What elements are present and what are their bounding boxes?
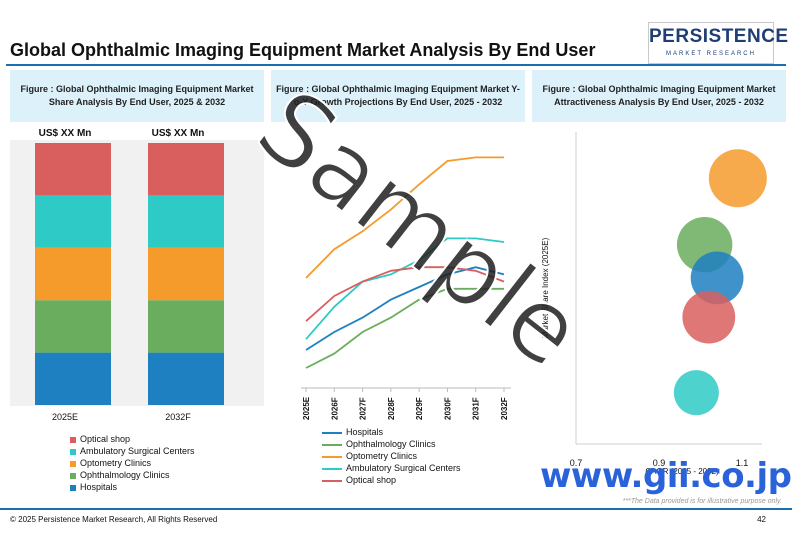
company-logo: PERSISTENCE MARKET RESEARCH xyxy=(648,22,789,64)
legend-item: Hospitals xyxy=(70,481,260,493)
legend-label: Optometry Clinics xyxy=(346,451,418,461)
legend-label: Optical shop xyxy=(80,434,131,444)
legend-label: Hospitals xyxy=(346,427,384,437)
bubble-chart: 0.7 0.9 1.1 Market Share Index (2025E) CAGR … xyxy=(541,132,767,476)
stacked-bar-chart xyxy=(10,140,264,406)
legend-swatch xyxy=(70,472,76,479)
bubble-point xyxy=(682,290,736,344)
legend-line xyxy=(322,443,342,446)
series-line xyxy=(305,287,504,369)
bar-segment xyxy=(148,352,224,405)
x-tick-label: 2027F xyxy=(359,397,368,420)
legend-swatch xyxy=(70,448,76,455)
legend-label: Hospitals xyxy=(80,482,118,492)
bar-column-header-2025: US$ XX Mn xyxy=(38,128,92,139)
legend-item: Ambulatory Surgical Centers xyxy=(70,445,260,457)
legend-swatch xyxy=(70,484,76,491)
x-tick-label: 2029F xyxy=(415,397,424,420)
illustrative-note: ***The Data provided is for illustrative… xyxy=(622,498,782,505)
legend-swatch xyxy=(70,460,76,467)
bubble-point xyxy=(690,251,744,305)
logo-wordmark: PERSISTENCE xyxy=(649,26,789,47)
panel-3-header: Figure : Global Ophthalmic Imaging Equip… xyxy=(532,70,786,122)
legend-line xyxy=(322,467,342,470)
bubble-x-tick-label: 0.7 xyxy=(570,458,583,468)
bar-xtick-2025: 2025E xyxy=(51,412,79,422)
bar-segment xyxy=(35,195,111,248)
legend-item: Hospitals xyxy=(322,426,522,438)
series-line xyxy=(305,237,505,340)
logo-subtitle: MARKET RESEARCH xyxy=(666,51,756,57)
legend-item: Optometry Clinics xyxy=(70,457,260,469)
legend-line xyxy=(322,455,342,458)
copyright-text: © 2025 Persistence Market Research, All … xyxy=(10,515,218,524)
bar-segment xyxy=(148,247,224,301)
series-line xyxy=(305,266,505,351)
x-tick-label: 2026F xyxy=(330,397,339,420)
gii-url[interactable]: www.gii.co.jp xyxy=(540,456,792,496)
series-line xyxy=(305,156,504,279)
legend-item: Ophthalmology Clinics xyxy=(322,438,522,450)
legend-item: Optical shop xyxy=(70,433,260,445)
legend-item: Ophthalmology Clinics xyxy=(70,469,260,481)
panel-1-header: Figure : Global Ophthalmic Imaging Equip… xyxy=(10,70,264,122)
legend-label: Optometry Clinics xyxy=(80,458,152,468)
panel-2-header: Figure : Global Ophthalmic Imaging Equip… xyxy=(271,70,525,122)
bar-segment xyxy=(35,352,111,405)
bar-xtick-2032: 2032F xyxy=(165,412,191,422)
bubble-point xyxy=(673,370,719,416)
bubble-x-tick-label: 0.9 xyxy=(653,458,666,468)
bar-segment xyxy=(148,143,224,196)
x-tick-label: 2025E xyxy=(302,396,311,420)
page-number: 42 xyxy=(757,515,766,524)
bar-segment xyxy=(148,195,224,248)
legend-item: Ambulatory Surgical Centers xyxy=(322,462,522,474)
legend-line xyxy=(322,479,342,482)
legend-label: Optical shop xyxy=(346,475,397,485)
bar-chart-legend: Optical shop Ambulatory Surgical Centers… xyxy=(70,433,260,493)
bubble-point xyxy=(708,149,767,208)
footer-divider xyxy=(0,508,792,510)
legend-swatch xyxy=(70,436,76,443)
bar-segment xyxy=(35,247,111,301)
bubble-x-axis-label: CAGR (2025 - 2032) xyxy=(645,467,719,476)
x-tick-label: 2028F xyxy=(387,397,396,420)
page-title: Global Ophthalmic Imaging Equipment Mark… xyxy=(10,40,596,60)
bar-segment xyxy=(148,300,224,353)
series-line xyxy=(305,266,505,322)
bar-segment xyxy=(35,143,111,196)
legend-label: Ophthalmology Clinics xyxy=(80,470,170,480)
legend-item: Optometry Clinics xyxy=(322,450,522,462)
legend-label: Ambulatory Surgical Centers xyxy=(346,463,461,473)
bubble-y-axis-label: Market Share Index (2025E) xyxy=(541,237,550,338)
x-tick-label: 2030F xyxy=(443,397,452,420)
line-chart-legend: Hospitals Ophthalmology Clinics Optometr… xyxy=(322,426,522,486)
bubble-x-tick-label: 1.1 xyxy=(736,458,749,468)
line-chart: 2025E 2026F 2027F 2028F 2029F 2030F 2031F 2032F xyxy=(301,156,511,420)
x-tick-label: 2032F xyxy=(500,397,509,420)
legend-label: Ambulatory Surgical Centers xyxy=(80,446,195,456)
legend-item: Optical shop xyxy=(322,474,522,486)
title-divider xyxy=(6,64,786,66)
legend-line xyxy=(322,431,342,434)
x-tick-label: 2031F xyxy=(472,397,481,420)
legend-label: Ophthalmology Clinics xyxy=(346,439,436,449)
bar-segment xyxy=(35,300,111,353)
bar-column-header-2032: US$ XX Mn xyxy=(151,128,205,139)
